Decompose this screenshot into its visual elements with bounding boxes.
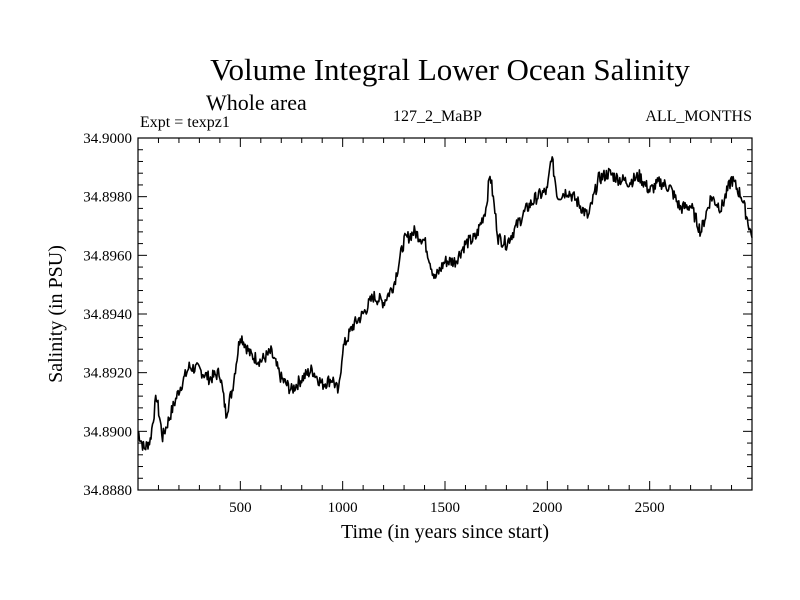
x-axis-label: Time (in years since start) [341, 521, 549, 543]
y-tick-label: 34.8980 [83, 190, 132, 206]
plot-frame [137, 137, 753, 491]
x-tick-label: 2000 [532, 500, 562, 516]
x-tick-label: 2500 [635, 500, 665, 516]
x-tick-label: 1500 [430, 500, 460, 516]
salinity-series-line [137, 156, 753, 451]
y-axis-label: Salinity (in PSU) [45, 245, 67, 383]
y-tick-label: 34.9000 [83, 131, 132, 147]
months-label: ALL_MONTHS [645, 108, 752, 125]
y-tick-label: 34.8920 [83, 366, 132, 382]
x-tick-label: 500 [229, 500, 252, 516]
y-tick-label: 34.8940 [83, 307, 132, 323]
experiment-label: Expt = texpz1 [140, 114, 230, 131]
y-tick-label: 34.8960 [83, 248, 132, 264]
chart-title: Volume Integral Lower Ocean Salinity [210, 52, 690, 87]
chart-subtitle: Whole area [206, 90, 307, 115]
x-tick-label: 1000 [328, 500, 358, 516]
y-tick-label: 34.8880 [83, 483, 132, 499]
run-label: 127_2_MaBP [393, 108, 482, 125]
y-tick-label: 34.8900 [83, 424, 132, 440]
